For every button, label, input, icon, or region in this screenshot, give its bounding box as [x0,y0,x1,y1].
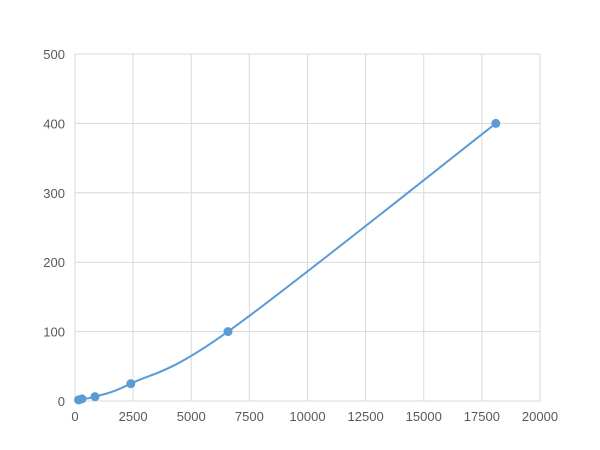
x-tick-label: 17500 [464,409,500,424]
x-tick-label: 12500 [348,409,384,424]
data-point [126,379,136,389]
x-tick-label: 2500 [119,409,148,424]
data-point [491,118,501,128]
data-point [77,394,87,404]
x-tick-label: 7500 [235,409,264,424]
y-tick-label: 200 [43,255,65,270]
y-tick-label: 500 [43,47,65,62]
data-point [223,327,233,337]
x-tick-label: 5000 [177,409,206,424]
x-tick-label: 0 [71,409,78,424]
y-tick-label: 400 [43,116,65,131]
data-point [90,392,100,402]
series-line [78,122,497,401]
y-tick-label: 100 [43,325,65,340]
y-tick-label: 0 [58,394,65,409]
x-tick-label: 15000 [406,409,442,424]
y-tick-label: 300 [43,186,65,201]
x-tick-label: 20000 [522,409,558,424]
x-tick-label: 10000 [289,409,325,424]
